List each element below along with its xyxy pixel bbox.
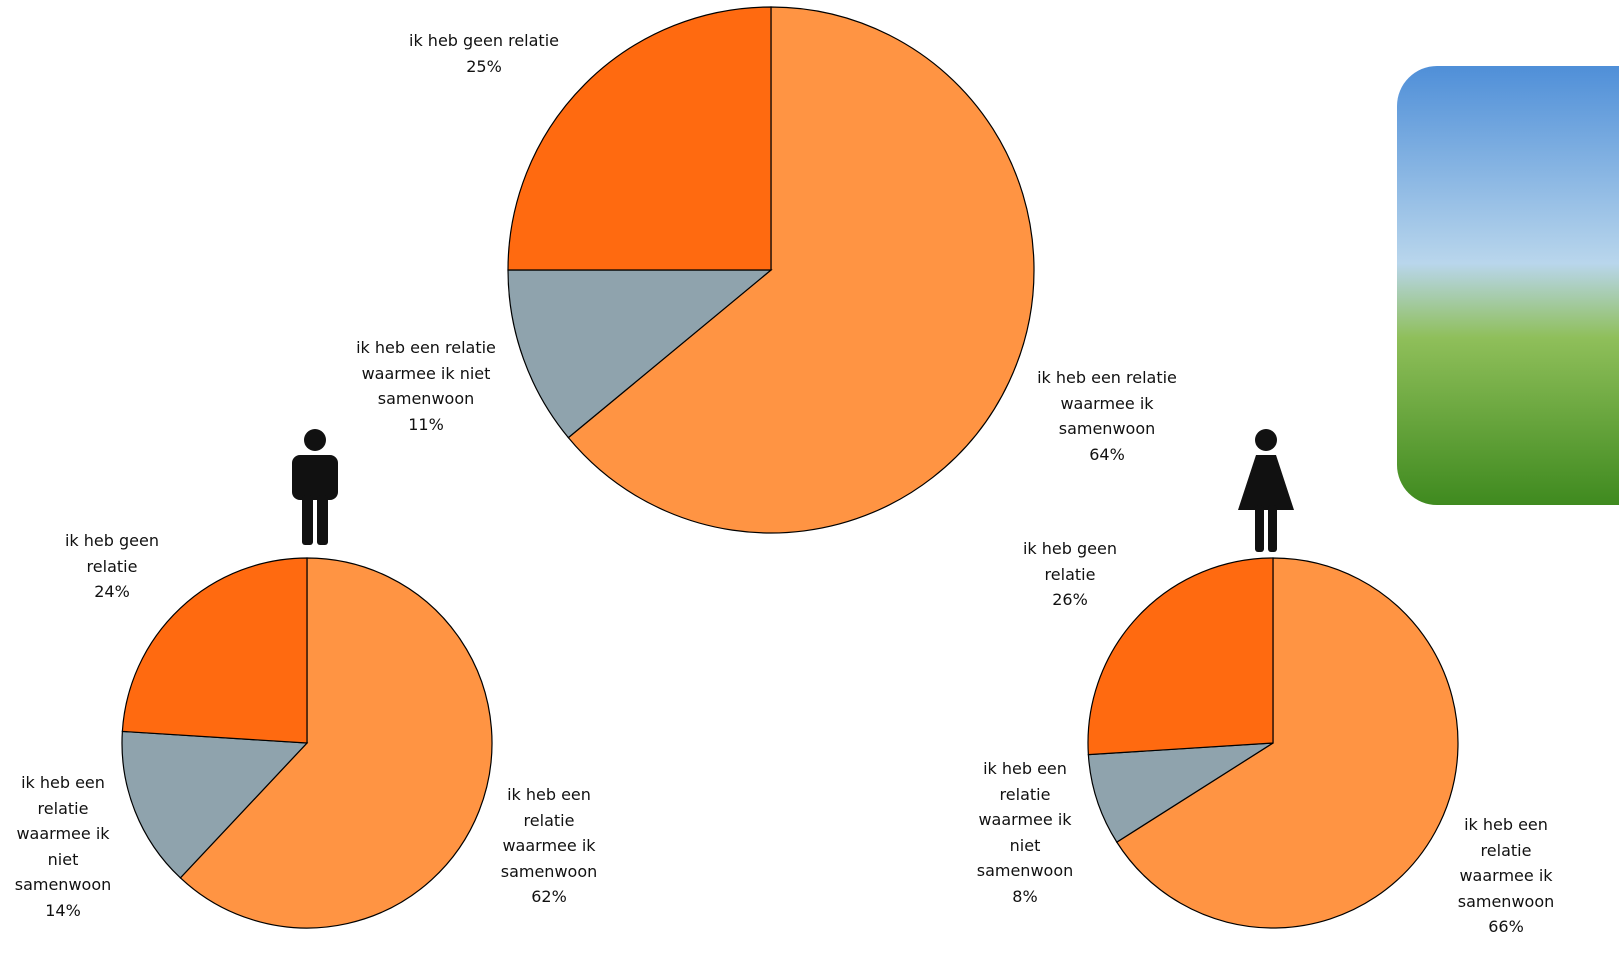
value-label: 26%	[1052, 590, 1088, 609]
pie-slice	[507, 269, 773, 439]
slice-label: ik heb geen relatie 24%	[57, 528, 167, 605]
category-label: ik heb een relatie waarmee ik samenwoon	[1457, 815, 1555, 911]
slice-label: ik heb een relatie waarmee ik samenwoon 6…	[499, 782, 599, 910]
female-icon	[1238, 429, 1294, 552]
value-label: 62%	[531, 887, 567, 906]
male-icon	[292, 429, 338, 545]
category-label: ik heb geen relatie	[409, 31, 559, 50]
slice-label: ik heb een relatie waarmee ik niet samen…	[975, 756, 1075, 909]
category-label: ik heb een relatie waarmee ik samenwoon	[500, 785, 598, 881]
pie-slice	[121, 730, 309, 879]
pie-slice	[1115, 557, 1459, 929]
slice-label: ik heb een relatie waarmee ik samenwoon 6…	[1456, 812, 1556, 940]
pie-slice	[507, 6, 772, 271]
slice-label: ik heb een relatie waarmee ik niet samen…	[13, 770, 113, 923]
category-label: ik heb een relatie waarmee ik samenwoon	[1037, 368, 1177, 438]
slice-label: ik heb geen relatie 26%	[1015, 536, 1125, 613]
pie-slice	[1087, 557, 1274, 756]
slice-label: ik heb een relatie waarmee ik niet samen…	[346, 335, 506, 437]
value-label: 11%	[408, 414, 444, 434]
pie-slice	[179, 557, 493, 929]
value-label: 8%	[1012, 886, 1038, 906]
category-label: ik heb een relatie waarmee ik niet samen…	[14, 773, 112, 894]
category-label: ik heb geen relatie	[1022, 539, 1117, 584]
category-label: ik heb een relatie waarmee ik niet samen…	[356, 338, 496, 408]
slice-label: ik heb een relatie waarmee ik samenwoon 6…	[1032, 365, 1182, 467]
photo	[1397, 66, 1619, 505]
value-label: 64%	[1089, 444, 1125, 464]
value-label: 24%	[94, 582, 130, 601]
value-label: 66%	[1488, 917, 1524, 936]
pie-slice	[121, 557, 308, 744]
value-label: 14%	[45, 900, 81, 920]
slice-label: ik heb geen relatie 25%	[384, 28, 584, 79]
category-label: ik heb een relatie waarmee ik niet samen…	[976, 759, 1074, 880]
value-label: 25%	[466, 56, 502, 76]
pie-slice	[567, 6, 1035, 534]
category-label: ik heb geen relatie	[64, 531, 159, 576]
pie-slice	[1087, 742, 1274, 843]
